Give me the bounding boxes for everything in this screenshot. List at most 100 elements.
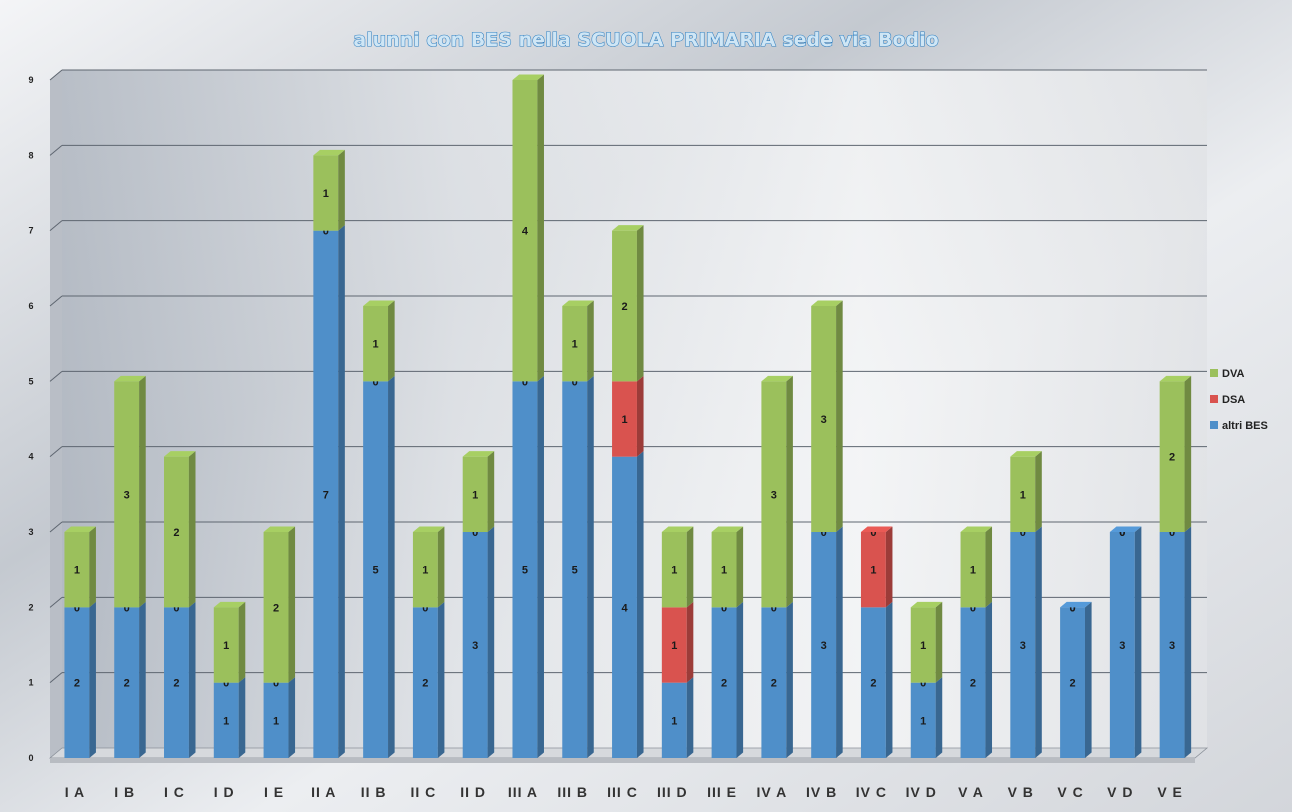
legend-label: DVA: [1222, 368, 1244, 380]
bar-segment: [960, 607, 986, 758]
bar-segment-side: [238, 601, 246, 683]
data-label: 0: [870, 527, 876, 539]
data-label: 2: [173, 678, 179, 690]
data-label: 1: [970, 565, 976, 577]
bar-segment: [263, 532, 289, 683]
data-label: 0: [1119, 527, 1125, 539]
bar-segment-side: [686, 677, 694, 758]
data-label: 2: [74, 678, 80, 690]
bar-segment-side: [786, 375, 793, 608]
data-label: 0: [1119, 527, 1125, 539]
bar-segment: [213, 607, 239, 683]
bar-segment: [811, 532, 837, 758]
data-label: 1: [671, 640, 677, 652]
x-tick-label: II A: [311, 784, 336, 800]
data-label: 1: [920, 640, 926, 652]
bar-segment-side: [139, 601, 146, 758]
bar-top: [1010, 451, 1042, 457]
bar-top: [512, 74, 544, 80]
bar-segment-side: [1035, 526, 1042, 758]
bar-top: [860, 526, 893, 532]
y-tick-label: 2: [28, 602, 33, 612]
bar-segment: [363, 306, 389, 382]
data-label: 5: [373, 565, 379, 577]
data-label: 0: [522, 376, 528, 388]
bar-segment-side: [736, 526, 744, 608]
data-label: 0: [572, 376, 578, 388]
data-label: 0: [273, 678, 279, 690]
y-tick-label: 9: [28, 75, 33, 85]
data-label: 2: [173, 527, 179, 539]
data-label: 1: [373, 339, 379, 351]
x-tick-label: IV C: [856, 784, 887, 800]
data-label: 0: [721, 602, 727, 614]
bar-segment-side: [885, 526, 893, 608]
bar-segment: [910, 682, 936, 758]
bar-segment: [612, 456, 637, 758]
bar-segment: [114, 607, 140, 758]
data-label: 3: [771, 489, 777, 501]
y-tick-label: 5: [28, 376, 33, 386]
bar-segment-side: [437, 601, 445, 758]
bar-segment: [512, 381, 538, 758]
data-label: 3: [124, 489, 130, 501]
data-label: 3: [821, 640, 827, 652]
x-tick-label: V C: [1057, 784, 1083, 800]
chart-side-wall: [50, 70, 62, 758]
bar-segment-side: [935, 677, 943, 758]
x-tick-label: II D: [460, 784, 486, 800]
bar-segment-side: [885, 601, 893, 758]
bar-segment-side: [836, 526, 843, 758]
chart-floor-edge: [50, 758, 1195, 763]
data-label: 2: [970, 678, 976, 690]
x-tick-label: I B: [114, 784, 135, 800]
bar-segment: [363, 381, 389, 758]
bar-segment-side: [1184, 526, 1192, 758]
bar-segment-side: [288, 677, 296, 758]
gridline-side: [49, 220, 63, 232]
bar-segment-side: [786, 601, 793, 758]
data-label: 2: [1069, 678, 1075, 690]
bar-segment-side: [487, 451, 495, 532]
bar-top: [164, 451, 196, 457]
bar-top: [412, 526, 445, 532]
bar-segment-side: [1035, 451, 1042, 532]
bar-segment: [711, 532, 737, 608]
bar-segment-side: [587, 375, 594, 758]
bar-segment: [562, 381, 588, 758]
data-label: 2: [621, 301, 627, 313]
data-label: 0: [970, 602, 976, 614]
bar-segment: [1159, 532, 1185, 758]
x-tick-label: V B: [1008, 784, 1034, 800]
bar-segment-side: [935, 601, 943, 683]
x-tick-label: II C: [410, 784, 436, 800]
data-label: 0: [1069, 602, 1075, 614]
bar-segment: [114, 381, 140, 608]
bar-segment-side: [338, 225, 345, 758]
bar-top: [711, 526, 744, 532]
data-label: 0: [821, 527, 827, 539]
bar-top: [1159, 375, 1192, 382]
bar-top: [910, 601, 943, 608]
data-label: 2: [870, 678, 876, 690]
bar-segment: [1010, 532, 1036, 758]
bar-segment: [164, 456, 189, 608]
bar-segment: [1109, 532, 1135, 758]
bar-segment: [412, 532, 438, 608]
data-label: 1: [671, 715, 677, 727]
bar-top: [1109, 526, 1142, 532]
data-label: 4: [522, 226, 529, 238]
data-label: 3: [1020, 640, 1026, 652]
gridline-side: [49, 295, 63, 307]
data-label: 1: [721, 565, 727, 577]
bar-segment: [64, 532, 90, 608]
data-label: 2: [273, 602, 279, 614]
bar-segment-side: [188, 601, 196, 758]
bar-segment: [612, 230, 637, 382]
data-label: 1: [74, 565, 80, 577]
bar-top: [661, 526, 694, 532]
bar-segment: [562, 306, 588, 382]
data-label: 0: [1069, 602, 1075, 614]
data-label: 1: [323, 188, 329, 200]
x-tick-label: I E: [264, 784, 284, 800]
